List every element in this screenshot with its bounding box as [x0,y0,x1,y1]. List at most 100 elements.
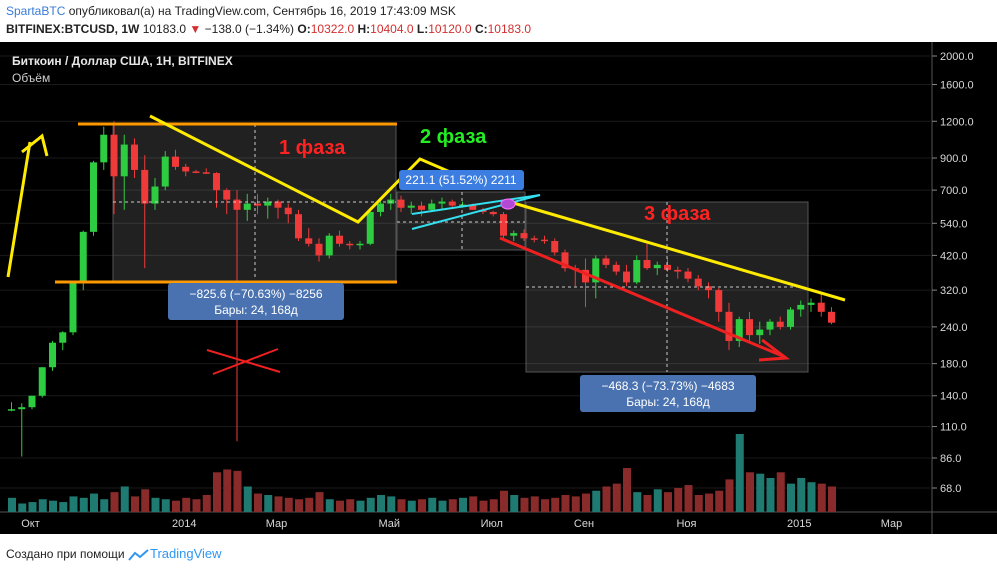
candle-body [274,201,282,208]
volume-bar [38,499,47,512]
author-link[interactable]: SpartaBTC [6,4,66,18]
measure3-box [580,375,756,412]
candle-body [602,258,610,265]
volume-bar [530,496,539,512]
measure1-line2: Бары: 24, 168д [214,303,298,317]
volume-bar [602,486,611,512]
symbol-line: BITFINEX:BTCUSD, 1W 10183.0 ▼ −138.0 (−1… [6,22,531,36]
candle-body [561,252,569,269]
volume-bar [90,493,98,512]
down-arrow-icon: ▼ [189,22,202,36]
low-value: 10120.0 [428,22,472,36]
phase3-label: 3 фаза [644,203,711,225]
phase2-label: 2 фаза [420,126,487,148]
impulse-line [6,141,32,278]
volume-bar [592,490,601,512]
candle-body [141,169,149,204]
candle-body [79,231,87,283]
volume-bar [684,485,693,512]
candle-body [151,186,159,204]
volume-bar [787,483,795,512]
time-tick-label: Сен [574,518,594,530]
candle-body [18,407,26,410]
price-tick-label: 110.0 [940,422,967,434]
phase2-channel-lower [411,194,541,230]
candle-body [551,241,559,253]
volume-bar [448,499,457,512]
price-chart[interactable]: 1 фаза 2 фаза 3 фаза −825.6 (−70.63%) −8… [0,42,997,534]
candle-body [59,332,67,343]
tradingview-logo-icon [128,549,149,561]
candle-body [49,342,56,368]
price-tick-label: 68.0 [940,483,961,495]
phase2-marker [500,198,516,210]
volume-bar [459,497,467,512]
candle-body [202,172,210,174]
volume-bar [366,497,375,512]
price-tick-label: 320.0 [940,285,968,297]
phase3-trend-line [509,200,846,302]
candle-body [284,207,292,215]
price-axis-background [932,42,997,534]
close-label: C: [474,22,488,36]
close-value: 10183.0 [487,22,532,36]
volume-bar [131,496,139,512]
impulse-arrow-head [21,133,49,157]
volume-bar [725,479,734,512]
volume-bar [233,470,242,512]
candle-body [807,302,815,305]
volume-bar [489,499,498,512]
open-value: 10322.0 [310,22,355,36]
measure1-box [168,283,344,320]
candle-body [612,264,620,272]
candle-body [131,144,138,170]
measure3-line2: Бары: 24, 168д [626,395,710,409]
volume-bar [756,473,765,512]
candle-body [305,238,313,244]
candle-body [418,205,425,210]
tradingview-logo-text[interactable]: TradingView [149,546,222,561]
candle-body [428,203,436,210]
time-axis[interactable]: Окт 2014 Мар Май Июл Сен Ноя 2015 Мар [21,518,902,530]
volume-label: Объём [12,71,50,85]
volume-bar [243,486,252,512]
volume-bar [284,497,293,512]
candle-body [100,134,108,163]
footer-text: Создано при помощи [6,547,125,561]
candle-body [192,171,200,173]
open-label: O: [297,22,311,36]
time-tick-label: Ноя [676,518,696,530]
candle-body [469,204,477,210]
volume-bar [305,497,314,512]
candle-body [120,144,128,177]
volume-bar [705,493,713,512]
chart-title: Биткоин / Доллар США, 1Н, BITFINEX [12,54,233,68]
volume-bar [828,486,836,512]
volume-bar [202,494,211,512]
candle-body [787,309,794,327]
price-tick-label: 1200.0 [940,116,974,128]
publish-info: SpartaBTC опубликовал(а) на TradingView.… [6,4,456,18]
candle-body [438,201,446,204]
time-tick-label: 2014 [172,518,196,530]
volume-bar [120,486,129,512]
candle-body [817,302,825,312]
volume-bar [674,487,683,512]
candle-body [776,321,784,327]
volume-bar [356,500,365,512]
volume-bar [161,499,170,512]
phase3-arrow-line [499,236,786,359]
price-axis[interactable]: 2000.0 1600.0 1200.0 900.0 700.0 540.0 420.0 32… [932,51,974,495]
volume-bar [49,500,57,512]
price-tick-label: 700.0 [940,185,968,197]
candle-body [161,156,169,187]
volume-bar [735,434,744,512]
price-change: −138.0 (−1.34%) [204,22,295,36]
chart-area[interactable]: 1 фаза 2 фаза 3 фаза −825.6 (−70.63%) −8… [0,42,997,534]
volume-bar [807,482,816,512]
volume-bar [715,490,724,512]
candle-body [674,269,682,272]
candle-body [8,409,15,411]
volume-bar [561,494,570,512]
candle-body [172,156,179,167]
